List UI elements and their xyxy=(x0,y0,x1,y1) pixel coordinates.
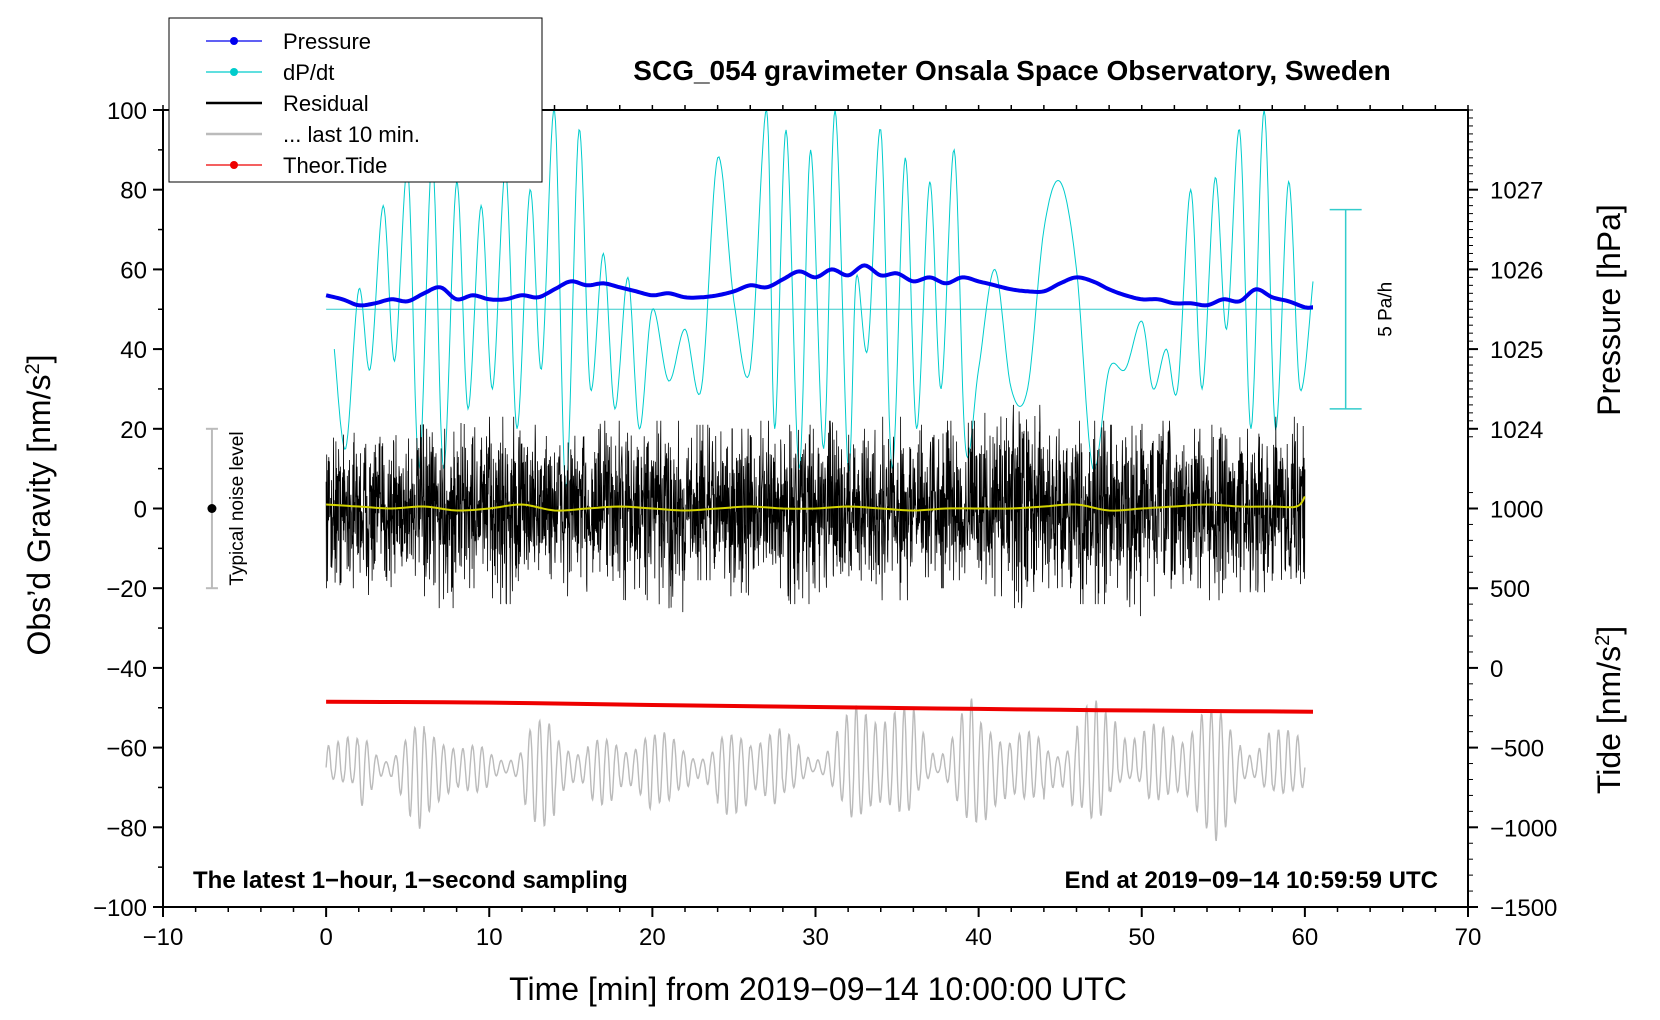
pressure-line xyxy=(325,263,1313,310)
y-tick-label: 60 xyxy=(120,257,147,284)
y-tick-label: −100 xyxy=(93,895,147,922)
series-layer xyxy=(325,110,1314,842)
tide-tick-label: 1000 xyxy=(1490,497,1543,524)
chart-title: SCG_054 gravimeter Onsala Space Observat… xyxy=(633,55,1390,86)
x-tick-label: −10 xyxy=(143,924,184,951)
noise-bar-center-dot xyxy=(207,504,217,513)
legend: Pressure dP/dt Residual ... last 10 min. The… xyxy=(168,17,543,183)
y-tick-label: −60 xyxy=(106,736,147,763)
legend-entry: Theor.Tide xyxy=(206,153,387,178)
x-tick-label: 0 xyxy=(319,924,332,951)
annotation-end-time: End at 2019−09−14 10:59:59 UTC xyxy=(1064,867,1438,894)
tide-tick-label: −500 xyxy=(1490,736,1544,763)
y-tick-label: −40 xyxy=(106,656,147,683)
x-tick-label: 70 xyxy=(1455,924,1482,951)
legend-entry: dP/dt xyxy=(206,60,334,85)
annotation-layer: Typical noise level 5 Pa/h xyxy=(205,208,1397,590)
y-tick-label: 80 xyxy=(120,178,147,205)
y-axis-label-left: Obs’d Gravity [nm/s2] xyxy=(21,355,57,656)
legend-entry: Residual xyxy=(206,91,369,116)
x-tick-label: 30 xyxy=(802,924,829,951)
y-tick-label: −20 xyxy=(106,576,147,603)
legend-entry: Pressure xyxy=(206,29,371,54)
tide-tick-label: 0 xyxy=(1490,656,1503,683)
x-tick-label: 50 xyxy=(1128,924,1155,951)
y-tick-label: 100 xyxy=(107,98,147,125)
residual-line xyxy=(325,404,1306,617)
legend-marker xyxy=(230,161,238,169)
x-tick-label: 60 xyxy=(1292,924,1319,951)
y-tick-label: −80 xyxy=(106,815,147,842)
x-tick-label: 20 xyxy=(639,924,666,951)
legend-label: dP/dt xyxy=(283,60,334,85)
axis-layer: −10 0 10 20 30 40 50 60 70100806040200−20−40−60−… xyxy=(93,98,1557,951)
noise-label: Typical noise level xyxy=(227,431,248,585)
x-axis-label: Time [min] from 2019−09−14 10:00:00 UTC xyxy=(509,971,1127,1007)
y-tick-label: 0 xyxy=(134,497,147,524)
legend-label: ... last 10 min. xyxy=(283,122,420,147)
pressure-tick-label: 1027 xyxy=(1490,178,1543,205)
tide-tick-label: −1500 xyxy=(1490,895,1557,922)
residual-smoothed-line xyxy=(326,495,1306,512)
x-tick-label: 40 xyxy=(965,924,992,951)
legend-label: Theor.Tide xyxy=(283,153,387,178)
legend-entry: ... last 10 min. xyxy=(206,122,420,147)
annotation-sampling: The latest 1−hour, 1−second sampling xyxy=(193,867,628,894)
legend-marker xyxy=(230,68,238,76)
legend-label: Pressure xyxy=(283,29,371,54)
y-tick-label: 20 xyxy=(120,417,147,444)
tide-tick-label: −1000 xyxy=(1490,815,1557,842)
tide-line xyxy=(326,699,1314,714)
x-tick-label: 10 xyxy=(476,924,503,951)
pressure-tick-label: 1026 xyxy=(1490,257,1543,284)
pressure-tick-label: 1024 xyxy=(1490,417,1543,444)
legend-label: Residual xyxy=(283,91,369,116)
y-axis-label-tide: Tide [nm/s2] xyxy=(1591,626,1627,794)
pressure-tick-label: 1025 xyxy=(1490,337,1543,364)
legend-box xyxy=(168,17,543,183)
last-10-min-line xyxy=(325,698,1306,842)
legend-marker xyxy=(230,37,238,45)
y-axis-label-pressure: Pressure [hPa] xyxy=(1591,204,1627,416)
rate-label: 5 Pa/h xyxy=(1376,282,1397,337)
y-tick-label: 40 xyxy=(120,337,147,364)
tide-tick-label: 500 xyxy=(1490,576,1530,603)
